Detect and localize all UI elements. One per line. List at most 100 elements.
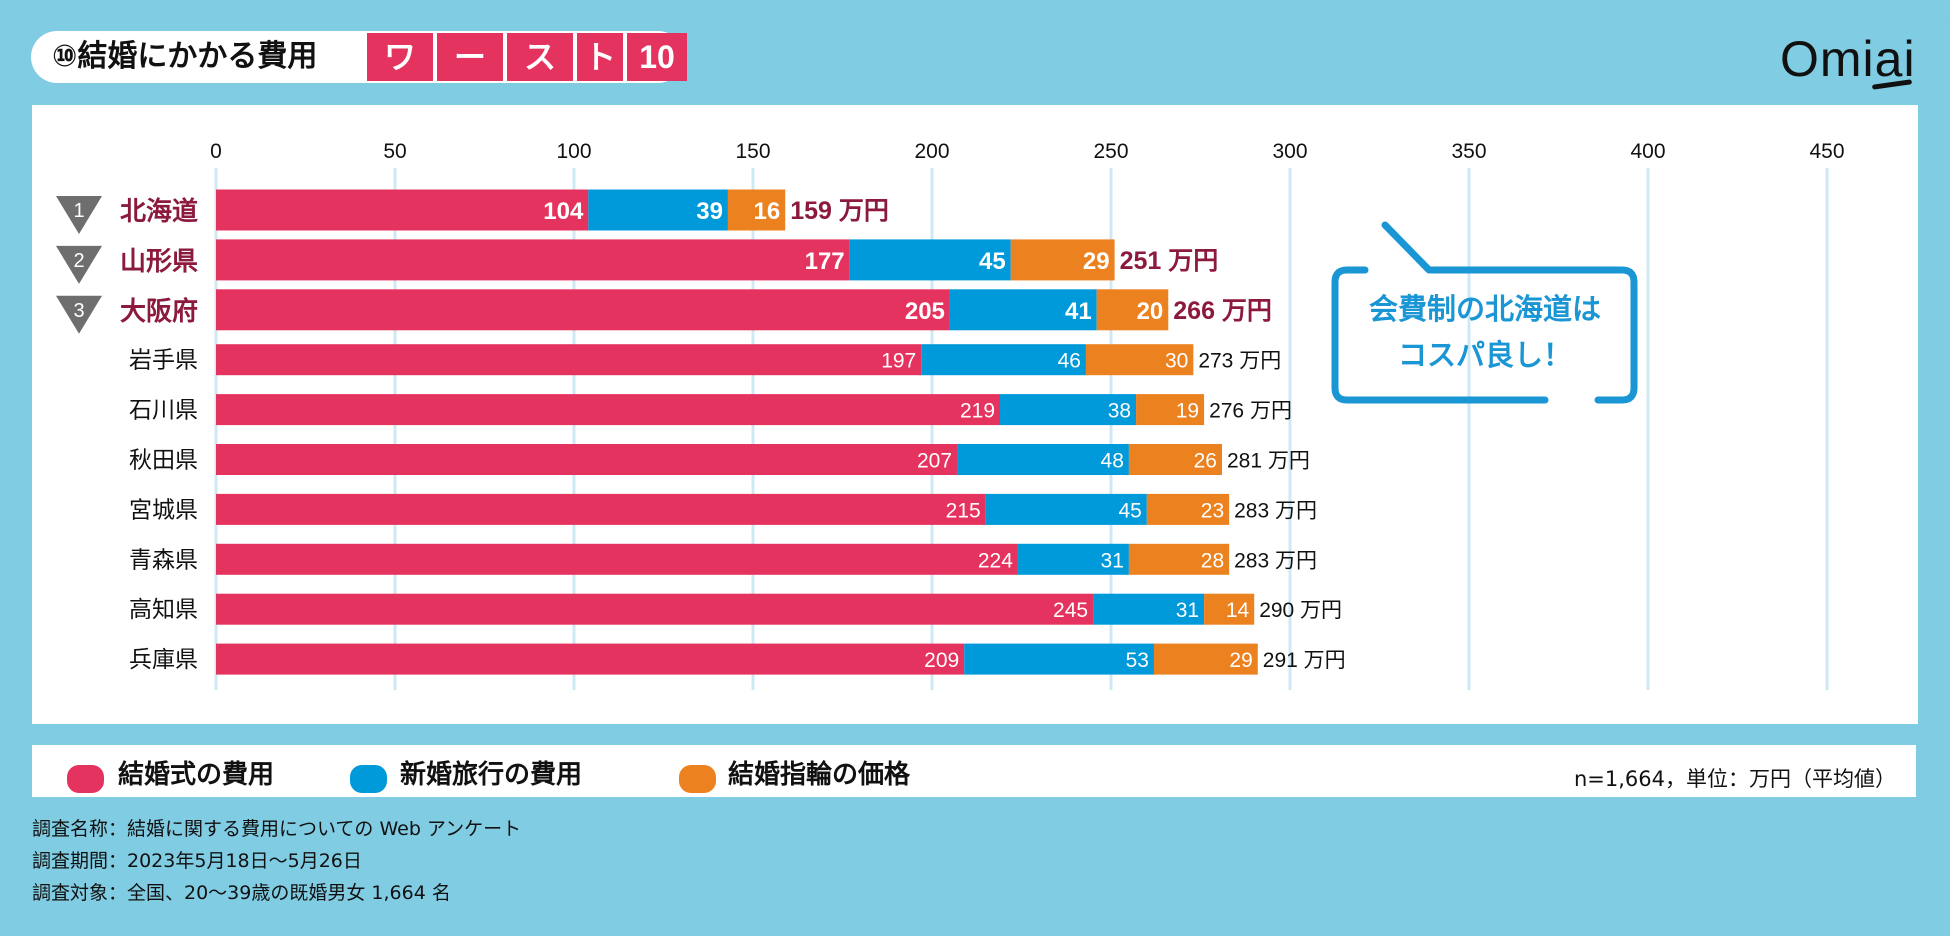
survey-name: 調査名称：結婚に関する費用についての Web アンケート: [32, 818, 522, 840]
x-tick-label: 200: [914, 140, 949, 163]
title-highlight-char: ス: [507, 33, 573, 81]
rank-number: 1: [73, 200, 84, 222]
bar-segment: [216, 493, 986, 525]
sample-note: n=1,664，単位：万円（平均値）: [1573, 767, 1896, 791]
bar-segment: [1017, 543, 1129, 575]
bar-segment: [1010, 239, 1115, 281]
segment-value-label: 39: [696, 198, 723, 225]
title-highlight-char: 10: [627, 33, 687, 81]
bar-segment: [1128, 444, 1222, 475]
category-label: 秋田県: [129, 448, 198, 474]
bar-segment: [216, 444, 958, 475]
segment-value-label: 207: [917, 450, 952, 473]
bar-segment: [727, 189, 786, 231]
x-tick-label: 450: [1809, 140, 1844, 163]
callout-line: コスパ良し！: [1397, 338, 1572, 372]
bar-segment: [216, 189, 589, 231]
segment-value-label: 29: [1229, 649, 1252, 672]
bar-segment: [949, 289, 1097, 331]
bar-segment: [216, 239, 850, 281]
segment-value-label: 45: [1118, 499, 1141, 522]
omiai-logo: Omiai: [1780, 31, 1916, 87]
rank-triangle-icon: [56, 196, 102, 234]
category-label: 岩手県: [129, 348, 198, 374]
rank-triangle-icon: [56, 245, 102, 284]
category-label: 青森県: [129, 547, 198, 573]
survey-target: 調査対象：全国、20〜39歳の既婚男女 1,664 名: [32, 882, 451, 904]
bar-segment: [957, 444, 1129, 475]
bar-segment: [849, 239, 1011, 281]
callout-border: [1331, 221, 1638, 404]
bar-segment: [1000, 394, 1137, 426]
segment-value-label: 14: [1226, 599, 1250, 622]
rank-number: 3: [73, 300, 84, 322]
bar-segment: [216, 289, 950, 331]
legend-swatch-ring: [679, 765, 716, 793]
bar-segment: [216, 543, 1018, 575]
x-tick-label: 0: [210, 140, 222, 163]
segment-value-label: 219: [960, 400, 995, 423]
bar-segment: [588, 189, 728, 231]
title-highlight-char: ト: [577, 33, 623, 81]
bar-segment: [1093, 593, 1205, 625]
total-label: 290 万円: [1259, 599, 1342, 622]
segment-value-label: 205: [905, 298, 945, 325]
title-highlight-char: ー: [437, 33, 503, 81]
x-tick-labels: 0 50 100 150 200 250 300 350 400 450: [210, 140, 1844, 163]
bar-segment: [964, 643, 1154, 675]
bar-segment: [1096, 289, 1169, 331]
segment-value-label: 224: [978, 549, 1013, 572]
x-tick-label: 50: [383, 140, 406, 163]
segment-value-label: 177: [805, 248, 845, 275]
total-label: 281 万円: [1227, 450, 1310, 473]
bar-segment: [985, 493, 1147, 525]
total-label: 273 万円: [1198, 350, 1281, 373]
total-label: 283 万円: [1234, 549, 1317, 572]
legend: 結婚式の費用 新婚旅行の費用 結婚指輪の価格 n=1,664，単位：万円（平均値…: [32, 745, 1916, 797]
bar-segment: [216, 643, 965, 675]
segment-value-label: 197: [881, 350, 916, 373]
total-label: 291 万円: [1263, 649, 1346, 672]
x-tick-label: 150: [735, 140, 770, 163]
segment-value-label: 29: [1083, 248, 1110, 275]
segment-value-label: 23: [1201, 499, 1224, 522]
total-label: 283 万円: [1234, 499, 1317, 522]
segment-value-label: 19: [1176, 400, 1199, 423]
bar-segment: [921, 344, 1086, 376]
category-label: 山形県: [120, 247, 198, 277]
callout-text: 会費制の北海道は コスパ良し！: [1335, 286, 1635, 378]
category-label: 兵庫県: [129, 647, 198, 673]
segment-value-label: 20: [1137, 298, 1164, 325]
bar-segment: [1153, 643, 1258, 675]
total-label: 159 万円: [790, 197, 889, 225]
segment-value-label: 28: [1201, 549, 1224, 572]
segment-value-label: 46: [1058, 350, 1081, 373]
callout-line: 会費制の北海道は: [1368, 292, 1601, 326]
segment-value-label: 38: [1108, 400, 1131, 423]
callout-bubble: [1331, 221, 1638, 404]
segment-value-label: 16: [754, 198, 781, 225]
segment-value-label: 209: [924, 649, 959, 672]
chart-title: ⑩結婚にかかる費用: [52, 39, 318, 74]
segment-value-label: 104: [543, 198, 584, 225]
total-label: 276 万円: [1209, 400, 1292, 423]
segment-value-label: 31: [1176, 599, 1199, 622]
segment-value-label: 31: [1101, 549, 1124, 572]
bar-segment: [1085, 344, 1194, 376]
title-highlight-char: ワ: [367, 33, 433, 81]
bar-segment: [216, 593, 1094, 625]
x-tick-label: 250: [1093, 140, 1128, 163]
survey-period: 調査期間：2023年5月18日〜5月26日: [32, 850, 362, 872]
segment-value-label: 215: [946, 499, 981, 522]
legend-label: 結婚式の費用: [118, 760, 275, 790]
segment-value-label: 26: [1194, 450, 1217, 473]
total-label: 266 万円: [1173, 297, 1272, 325]
bar-segment: [216, 344, 922, 376]
bar-segment: [1128, 543, 1230, 575]
legend-swatch-honeymoon: [350, 765, 387, 793]
category-label: 石川県: [129, 398, 198, 424]
bar-segment: [216, 394, 1001, 426]
bars: 104 39 16 159 万円 177 45 29 251 万円 205 41 20 266 万円 1…: [216, 189, 1346, 675]
